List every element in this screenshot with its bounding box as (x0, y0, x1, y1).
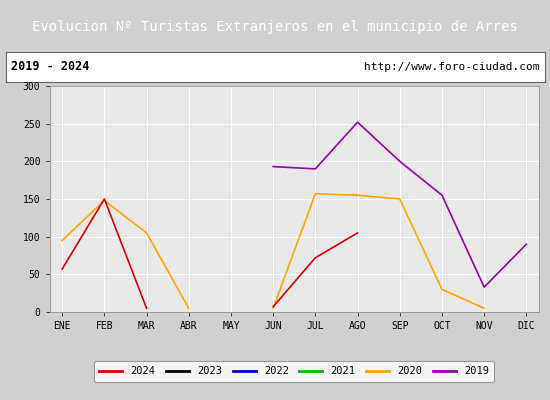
Text: Evolucion Nº Turistas Extranjeros en el municipio de Arres: Evolucion Nº Turistas Extranjeros en el … (32, 20, 518, 34)
Legend: 2024, 2023, 2022, 2021, 2020, 2019: 2024, 2023, 2022, 2021, 2020, 2019 (94, 361, 494, 382)
Text: http://www.foro-ciudad.com: http://www.foro-ciudad.com (364, 62, 539, 72)
Text: 2019 - 2024: 2019 - 2024 (11, 60, 89, 74)
